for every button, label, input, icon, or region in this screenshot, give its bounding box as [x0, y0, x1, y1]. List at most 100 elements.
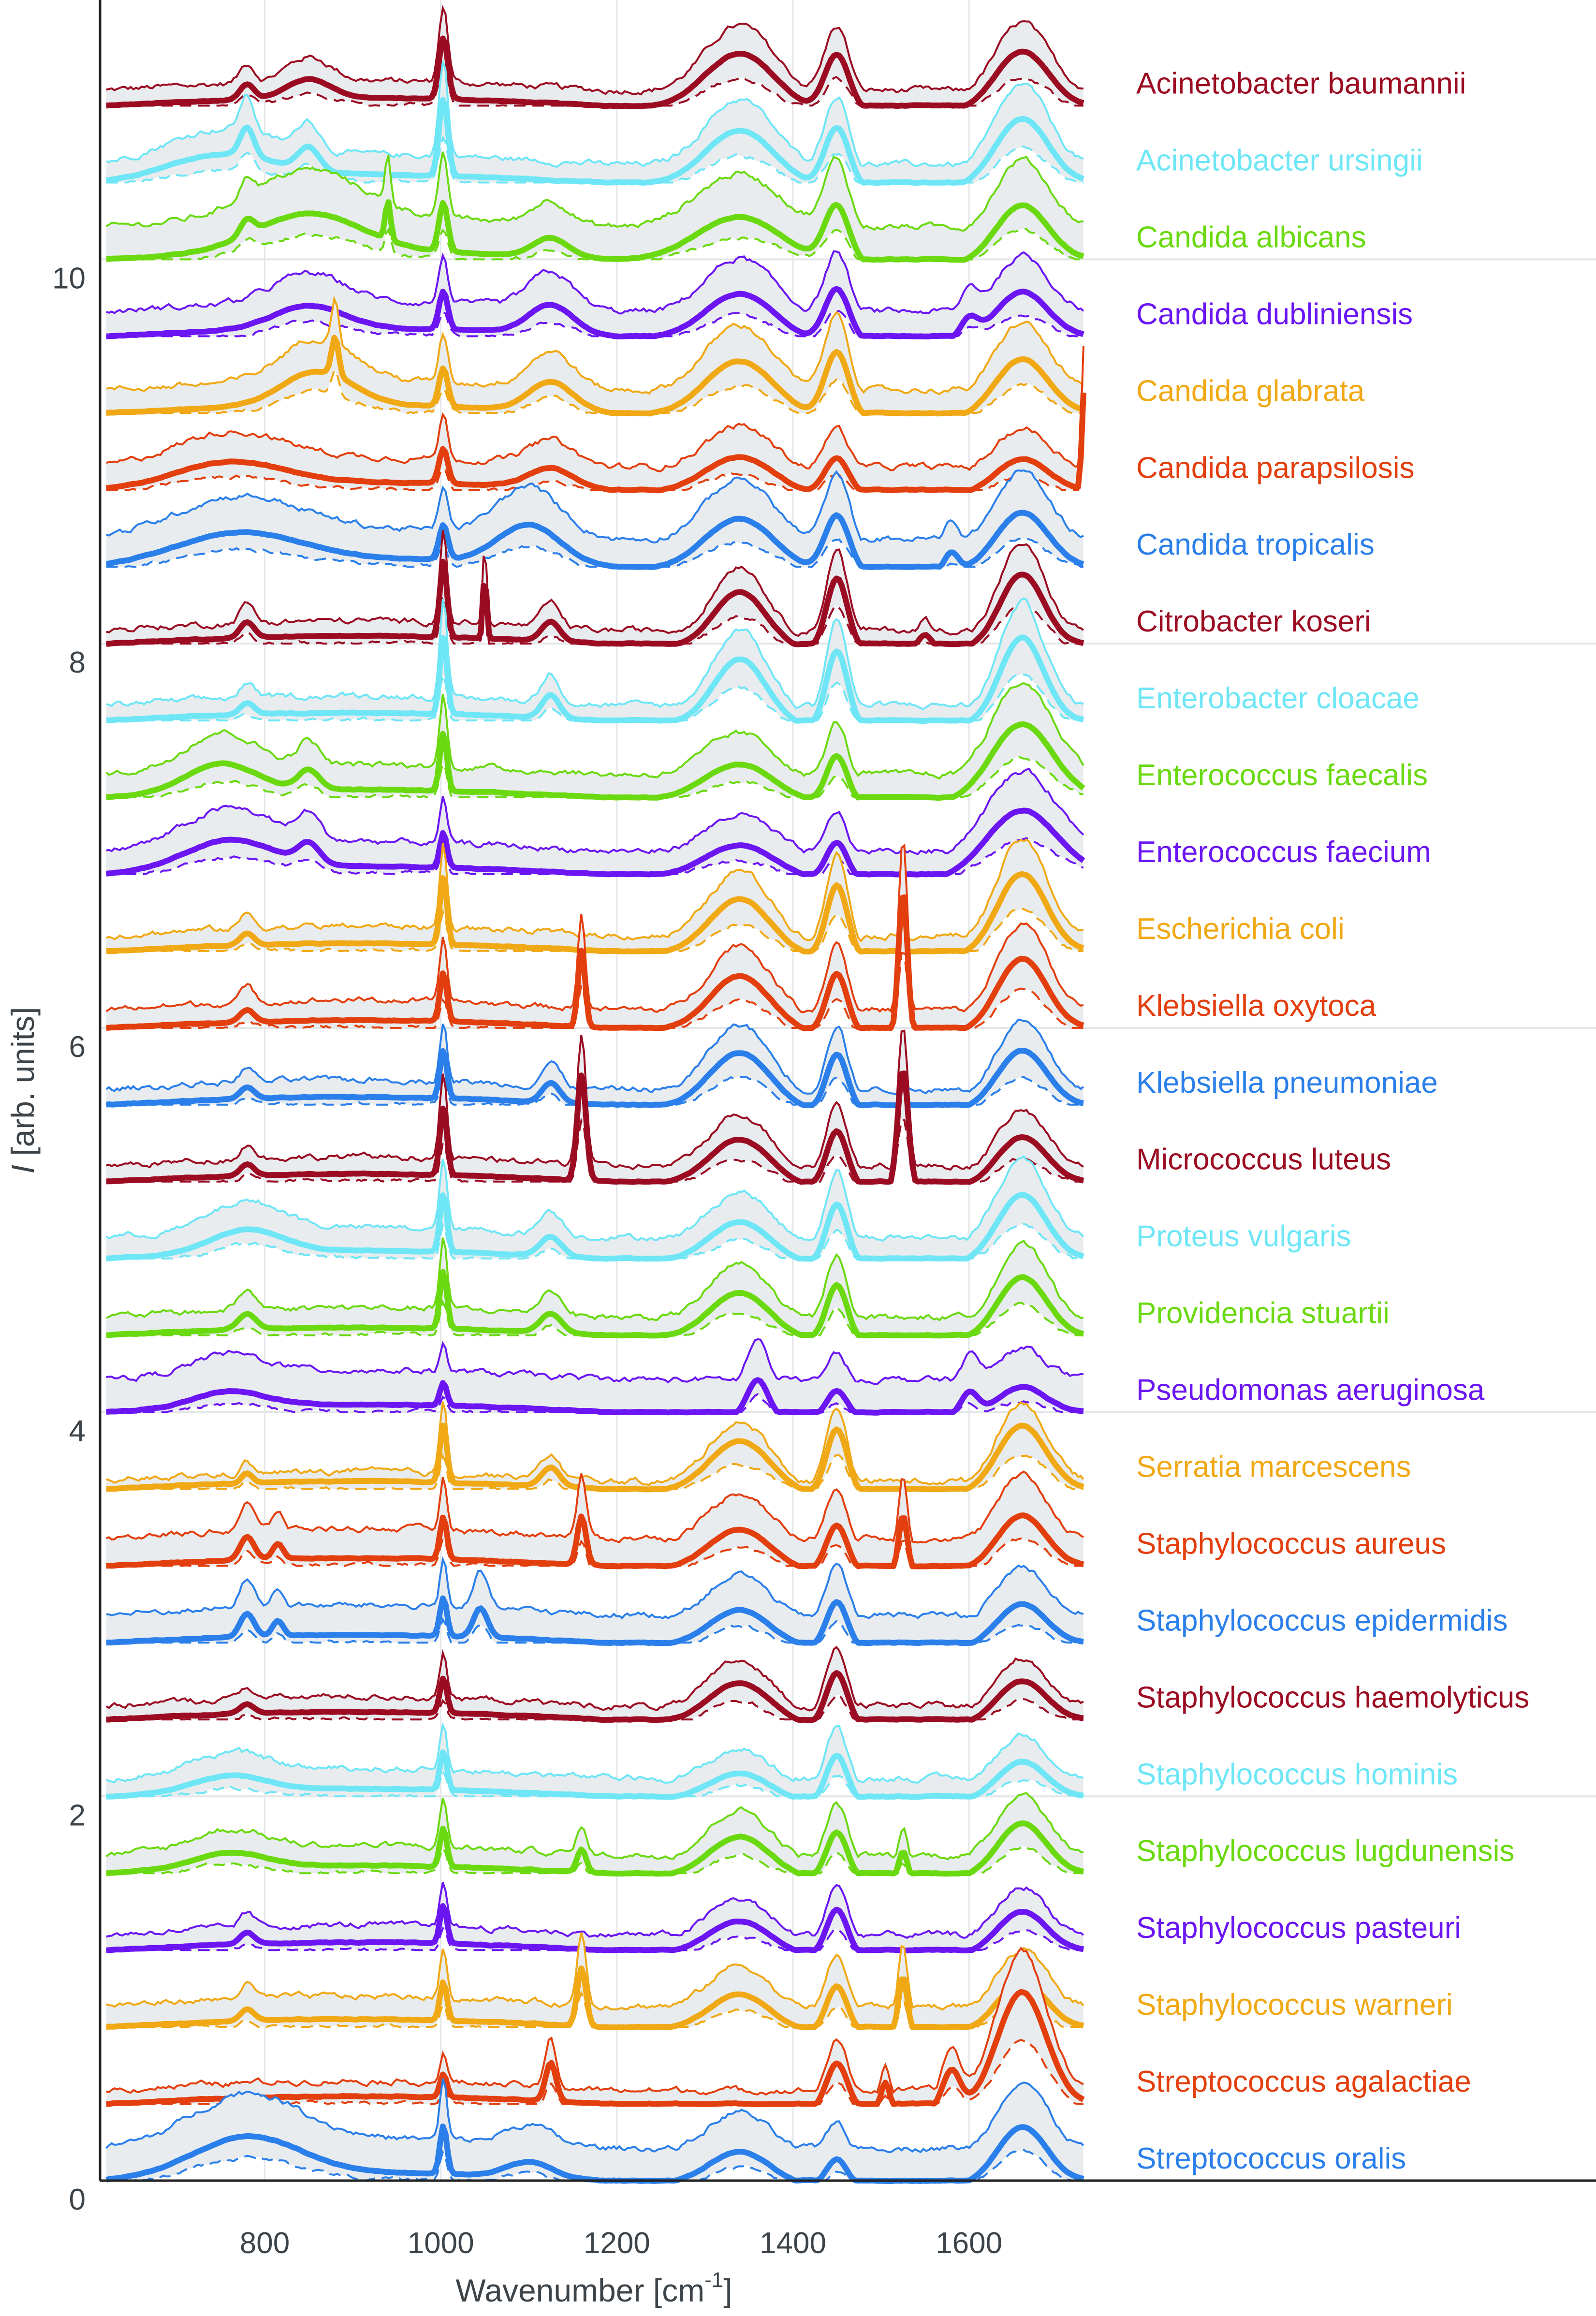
envelope-band — [106, 683, 1084, 797]
mean-spectrum-line — [106, 1670, 1084, 1723]
series-staphylococcus-lugdunensis — [105, 1792, 1084, 1877]
upper-bound-line — [105, 682, 1084, 780]
mean-spectrum-line — [105, 199, 1084, 263]
x-tick-labels: 800 1000 1200 1400 1600 — [240, 2227, 1002, 2260]
upper-bound-line — [105, 151, 1084, 232]
legend-label: Escherichia coli — [1136, 912, 1345, 946]
upper-bound-line — [106, 1882, 1084, 1939]
mean-spectrum-line — [106, 558, 1084, 647]
series-candida-tropicalis — [106, 469, 1084, 570]
upper-bound-line — [106, 1401, 1084, 1486]
legend-label: Candida dubliniensis — [1136, 297, 1413, 331]
legend-label: Staphylococcus warneri — [1136, 1988, 1453, 2022]
legend-label: Staphylococcus epidermidis — [1136, 1604, 1508, 1637]
y-tick-label: 0 — [69, 2183, 86, 2216]
envelope-band — [106, 1559, 1084, 1643]
legend-label: Proteus vulgaris — [1136, 1220, 1351, 1253]
upper-bound-line — [106, 1556, 1084, 1620]
legend-label: Micrococcus luteus — [1136, 1143, 1391, 1176]
axes — [99, 0, 1596, 2182]
envelope-band — [106, 1030, 1084, 1182]
mean-spectrum-line — [106, 1989, 1085, 2108]
legend: Acinetobacter baumannii Acinetobacter urs… — [1136, 67, 1529, 2175]
upper-bound-line — [106, 838, 1084, 943]
envelope-band — [106, 2079, 1084, 2181]
envelope-band — [106, 598, 1084, 721]
series-klebsiella-oxytoca — [105, 843, 1084, 1031]
mean-spectrum-line — [106, 871, 1084, 955]
envelope-band — [106, 839, 1084, 951]
mean-spectrum-line — [106, 97, 1084, 186]
x-axis-title-superscript: -1 — [704, 2268, 723, 2292]
mean-spectrum-line — [106, 1377, 1084, 1416]
legend-label: Candida parapsilosis — [1136, 451, 1415, 484]
y-axis-title-symbol: I — [5, 1165, 41, 1173]
series-candida-glabrata — [106, 295, 1085, 417]
series-enterococcus-faecalis — [105, 682, 1085, 801]
mean-spectrum-line — [106, 1269, 1084, 1339]
x-tick-label: 1200 — [584, 2227, 650, 2260]
envelope-band — [106, 1933, 1084, 2027]
upper-bound-line — [106, 346, 1084, 472]
series-klebsiella-pneumoniae — [105, 1018, 1084, 1109]
x-tick-label: 1400 — [760, 2227, 826, 2260]
mean-spectrum-line — [106, 510, 1084, 570]
series-enterobacter-cloacae — [106, 597, 1084, 724]
y-tick-label: 4 — [69, 1415, 86, 1448]
y-axis-title-text: [arb. units] — [5, 1007, 41, 1165]
upper-bound-line — [105, 2078, 1084, 2154]
legend-label: Klebsiella oxytoca — [1136, 989, 1376, 1023]
envelope-band — [106, 1402, 1084, 1489]
series-staphylococcus-hominis — [105, 1722, 1084, 1800]
upper-bound-line — [106, 530, 1084, 637]
upper-bound-line — [105, 1155, 1084, 1242]
mean-spectrum-line — [106, 1192, 1084, 1262]
series-staphylococcus-epidermidis — [106, 1556, 1084, 1646]
legend-label: Staphylococcus haemolyticus — [1136, 1681, 1529, 1714]
envelope-band — [106, 1471, 1084, 1566]
legend-label: Staphylococcus lugdunensis — [1136, 1834, 1514, 1868]
envelope-band — [106, 845, 1084, 1028]
upper-bound-line — [106, 469, 1084, 544]
legend-label: Candida glabrata — [1136, 374, 1365, 408]
mean-spectrum-line — [106, 721, 1085, 801]
upper-bound-line — [106, 1470, 1084, 1544]
legend-label: Streptococcus oralis — [1136, 2142, 1406, 2175]
legend-label: Citrobacter koseri — [1136, 605, 1371, 638]
series-staphylococcus-pasteuri — [106, 1882, 1084, 1953]
series-staphylococcus-warneri — [105, 1932, 1084, 2031]
y-tick-labels: 0 2 4 6 8 10 — [52, 262, 86, 2216]
y-tick-label: 10 — [52, 262, 86, 295]
envelope-band — [106, 1882, 1084, 1950]
series-candida-dubliniensis — [106, 250, 1084, 339]
series-citrobacter-koseri — [106, 530, 1084, 647]
upper-bound-line — [106, 768, 1084, 855]
upper-bound-line — [106, 597, 1084, 710]
legend-label: Enterobacter cloacae — [1136, 682, 1420, 715]
x-axis-title-suffix: ] — [723, 2272, 732, 2308]
envelope-band — [106, 8, 1084, 106]
mean-spectrum-line — [106, 1595, 1084, 1646]
mean-spectrum-line — [106, 1070, 1084, 1185]
mean-spectrum-line — [106, 286, 1084, 339]
legend-label: Streptococcus agalactiae — [1136, 2065, 1471, 2098]
series-streptococcus-agalactiae — [106, 1947, 1085, 2108]
y-tick-label: 6 — [69, 1030, 86, 1064]
series-serratia-marcescens — [106, 1401, 1085, 1493]
envelope-band — [106, 1647, 1084, 1720]
series-staphylococcus-aureus — [106, 1470, 1084, 1569]
upper-bound-line — [106, 1029, 1084, 1171]
x-axis-title-text: Wavenumber [cm — [455, 2272, 704, 2308]
envelope-band — [106, 61, 1084, 183]
x-tick-label: 800 — [240, 2227, 290, 2260]
legend-label: Providencia stuartii — [1136, 1297, 1390, 1330]
legend-label: Enterococcus faecalis — [1136, 759, 1428, 792]
mean-spectrum-line — [105, 894, 1084, 1031]
envelope-band — [106, 1725, 1084, 1797]
mean-spectrum-line — [105, 1047, 1084, 1109]
upper-bound-line — [105, 1722, 1084, 1784]
mean-spectrum-line — [106, 1749, 1084, 1800]
legend-label: Staphylococcus hominis — [1136, 1758, 1458, 1791]
upper-bound-line — [105, 843, 1084, 1013]
